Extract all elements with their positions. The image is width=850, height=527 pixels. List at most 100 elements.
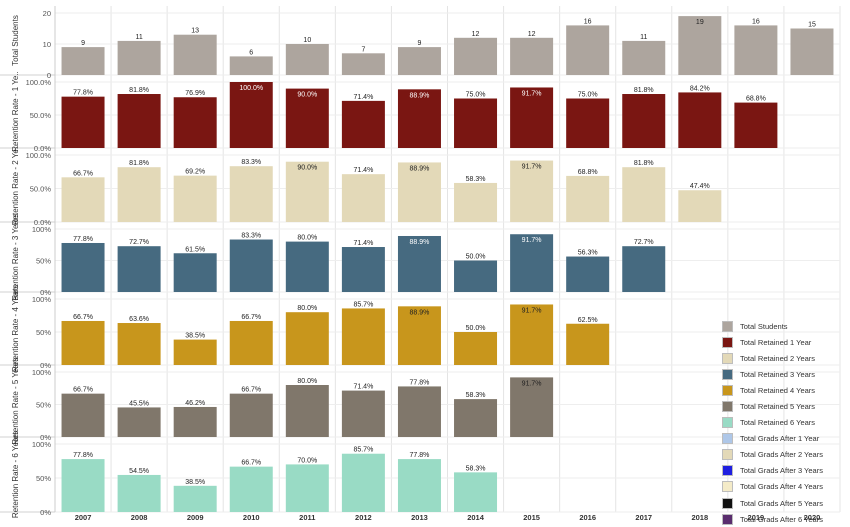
y-tick-label: 100% <box>32 368 52 377</box>
bar <box>341 174 385 222</box>
bar-value-label: 50.0% <box>466 254 486 261</box>
y-tick-label: 0% <box>40 361 51 370</box>
y-axis-label: Retention Rate - 1 Ye.. <box>11 71 20 152</box>
bar-value-label: 69.2% <box>185 169 205 176</box>
bar-value-label: 56.3% <box>578 250 598 257</box>
bar <box>285 312 329 365</box>
legend-item: Total Grads After 6 Years <box>722 511 840 527</box>
bar <box>622 167 666 222</box>
y-axis-label: Retention Rate - 2 Ye.. <box>11 145 20 226</box>
bar <box>117 94 161 148</box>
bar-value-label: 83.3% <box>241 159 261 166</box>
bar <box>61 96 105 148</box>
bar <box>285 161 329 222</box>
y-tick-label: 0% <box>40 508 51 517</box>
bar-value-label: 7 <box>361 46 365 53</box>
bar-value-label: 58.3% <box>466 465 486 472</box>
bar <box>622 40 666 75</box>
bar <box>173 339 217 365</box>
bar-value-label: 100.0% <box>239 85 263 92</box>
bar-value-label: 77.8% <box>410 379 430 386</box>
bar <box>454 332 498 365</box>
legend-item: Total Grads After 2 Years <box>722 447 840 463</box>
bar-value-label: 75.0% <box>578 92 598 99</box>
bar <box>117 323 161 365</box>
bar <box>566 256 610 292</box>
bar-value-label: 66.7% <box>241 387 261 394</box>
bar-value-label: 68.8% <box>578 169 598 176</box>
bar-value-label: 10 <box>303 37 311 44</box>
bar <box>510 377 554 437</box>
legend-label: Total Retained 3 Years <box>740 369 816 379</box>
bar-value-label: 15 <box>808 22 816 29</box>
y-axis-label: Retention Rate - 3 Years <box>11 213 20 300</box>
bar-value-label: 71.4% <box>353 167 373 174</box>
bar-value-label: 12 <box>528 31 536 38</box>
bar-value-label: 9 <box>418 40 422 47</box>
bar-value-label: 58.3% <box>466 392 486 399</box>
bar-value-label: 58.3% <box>466 176 486 183</box>
bar <box>61 242 105 292</box>
bar <box>117 474 161 512</box>
y-axis-label: Retention Rate - 6 Years <box>11 431 20 518</box>
bar-value-label: 76.9% <box>185 90 205 97</box>
bar <box>510 234 554 292</box>
bar <box>397 459 441 512</box>
bar-value-label: 80.0% <box>297 235 317 242</box>
legend-label: Total Grads After 3 Years <box>740 466 823 476</box>
legend-label: Total Grads After 5 Years <box>740 498 823 508</box>
bar-value-label: 81.8% <box>634 87 654 94</box>
bar-value-label: 16 <box>752 18 760 25</box>
bar <box>285 385 329 437</box>
legend-label: Total Grads After 6 Years <box>740 514 823 524</box>
legend-item: Total Grads After 5 Years <box>722 495 840 511</box>
bar-value-label: 88.9% <box>410 92 430 99</box>
bar-value-label: 72.7% <box>634 239 654 246</box>
legend-item: Total Retained 2 Years <box>722 350 840 366</box>
bar-value-label: 81.8% <box>129 87 149 94</box>
bar <box>397 386 441 437</box>
bar <box>454 37 498 75</box>
bar <box>285 88 329 148</box>
x-tick-label: 2017 <box>635 513 652 522</box>
bar <box>454 182 498 222</box>
legend-swatch <box>722 336 733 348</box>
y-tick-label: 50% <box>36 328 51 337</box>
bar-value-label: 80.0% <box>297 378 317 385</box>
bar <box>622 94 666 148</box>
bar-value-label: 80.0% <box>297 305 317 312</box>
bar <box>229 166 273 222</box>
bar-value-label: 84.2% <box>690 85 710 92</box>
legend-label: Total Retained 6 Years <box>740 418 816 428</box>
bar <box>61 47 105 75</box>
x-tick-label: 2018 <box>691 513 708 522</box>
bar-value-label: 66.7% <box>241 460 261 467</box>
bar <box>510 160 554 222</box>
bar-value-label: 85.7% <box>353 301 373 308</box>
x-tick-label: 2007 <box>75 513 92 522</box>
y-tick-label: 0.0% <box>34 218 51 227</box>
bar <box>117 167 161 222</box>
bar-value-label: 45.5% <box>129 400 149 407</box>
bar <box>285 241 329 292</box>
x-tick-label: 2008 <box>131 513 148 522</box>
bar <box>454 472 498 512</box>
bar <box>397 235 441 292</box>
bar <box>566 323 610 365</box>
bar-value-label: 61.5% <box>185 246 205 253</box>
bar-value-label: 71.4% <box>353 384 373 391</box>
legend-item: Total Grads After 4 Years <box>722 479 840 495</box>
x-tick-label: 2014 <box>467 513 485 522</box>
bar <box>397 47 441 75</box>
x-tick-label: 2012 <box>355 513 372 522</box>
x-tick-label: 2015 <box>523 513 540 522</box>
bar-value-label: 66.7% <box>73 314 93 321</box>
bar-value-label: 91.7% <box>522 237 542 244</box>
bar-value-label: 47.4% <box>690 183 710 190</box>
bar-value-label: 77.8% <box>73 90 93 97</box>
bar <box>285 44 329 75</box>
bar-value-label: 12 <box>472 31 480 38</box>
bar <box>510 304 554 365</box>
bar <box>510 87 554 148</box>
bar <box>622 246 666 292</box>
